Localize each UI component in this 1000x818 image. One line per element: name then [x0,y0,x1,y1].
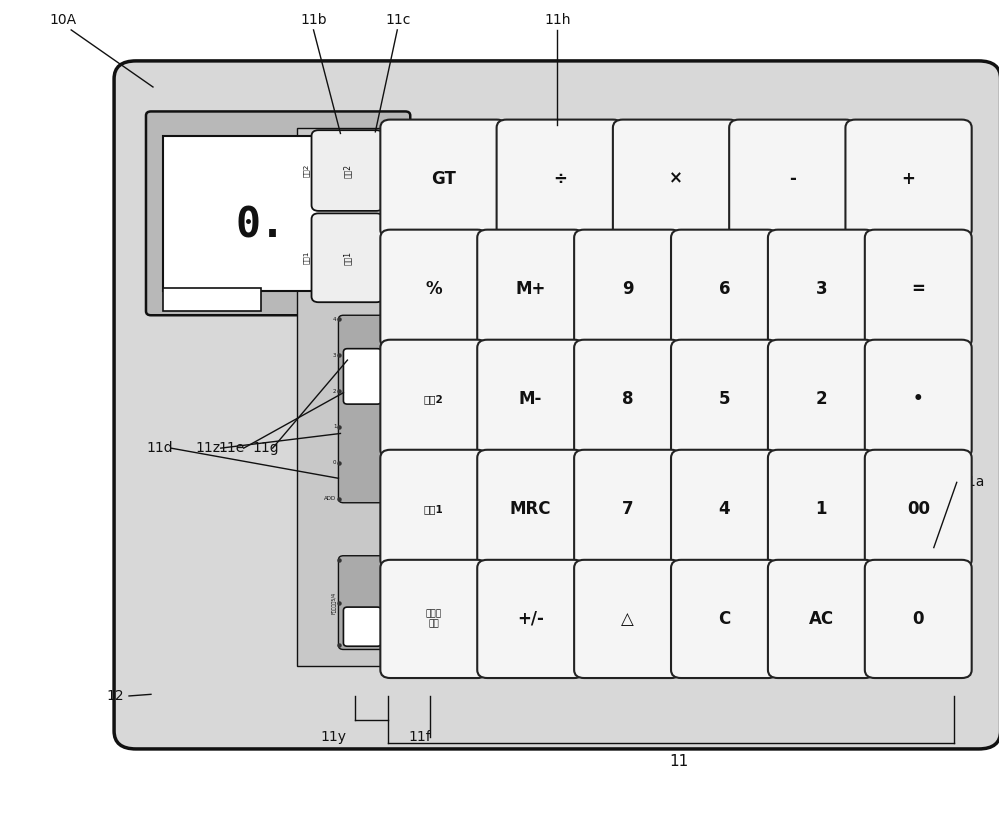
Text: 稅前1: 稅前1 [424,504,444,514]
Bar [163,136,382,290]
FancyBboxPatch shape [845,119,972,238]
Text: 4: 4 [333,317,336,321]
FancyBboxPatch shape [671,450,778,568]
FancyBboxPatch shape [477,339,584,458]
FancyBboxPatch shape [380,339,487,458]
Text: 11a: 11a [959,475,985,489]
FancyBboxPatch shape [865,339,972,458]
Text: 1: 1 [816,500,827,518]
Bar [163,289,261,311]
Text: AC: AC [809,610,834,628]
FancyBboxPatch shape [380,230,487,348]
Text: %: % [425,280,442,298]
FancyBboxPatch shape [768,450,875,568]
FancyBboxPatch shape [574,560,681,678]
FancyBboxPatch shape [671,230,778,348]
Text: 00: 00 [907,500,930,518]
FancyBboxPatch shape [312,213,383,302]
FancyBboxPatch shape [338,315,386,503]
Text: MRC: MRC [510,500,551,518]
FancyBboxPatch shape [671,560,778,678]
FancyBboxPatch shape [729,119,855,238]
Text: 11h: 11h [545,13,571,28]
Text: GT: GT [431,169,456,187]
FancyBboxPatch shape [312,130,383,211]
FancyBboxPatch shape [768,560,875,678]
Text: 7: 7 [622,500,633,518]
Text: 9: 9 [622,280,633,298]
FancyBboxPatch shape [380,119,507,238]
FancyBboxPatch shape [865,560,972,678]
Text: 4: 4 [719,500,730,518]
FancyBboxPatch shape [146,111,410,315]
Text: ÷: ÷ [553,169,567,187]
FancyBboxPatch shape [574,450,681,568]
FancyBboxPatch shape [343,348,381,404]
Bar [297,128,394,666]
FancyBboxPatch shape [768,339,875,458]
Text: 稅前2: 稅前2 [424,393,444,404]
Text: 12: 12 [106,689,124,703]
Text: 11f: 11f [408,730,431,744]
Text: ADD: ADD [324,497,336,501]
Text: 稅率2: 稅率2 [303,164,310,178]
FancyBboxPatch shape [613,119,739,238]
Text: 0: 0 [333,461,336,465]
Text: △: △ [621,610,634,628]
Text: ×: × [669,169,683,187]
Text: 3: 3 [816,280,827,298]
FancyBboxPatch shape [477,450,584,568]
FancyBboxPatch shape [338,555,386,649]
FancyBboxPatch shape [114,61,1000,749]
Text: M+: M+ [515,280,546,298]
Text: 2: 2 [333,389,336,393]
Text: =: = [911,280,925,298]
Text: C: C [718,610,731,628]
FancyBboxPatch shape [497,119,623,238]
Text: -: - [789,169,796,187]
FancyBboxPatch shape [865,230,972,348]
Text: 11d: 11d [146,441,173,455]
FancyBboxPatch shape [574,230,681,348]
Text: 0.: 0. [236,204,286,246]
FancyBboxPatch shape [865,450,972,568]
FancyBboxPatch shape [477,230,584,348]
Text: 稅率1: 稅率1 [303,251,310,264]
FancyBboxPatch shape [380,560,487,678]
Text: 稅後1: 稅後1 [343,251,352,265]
Text: 1: 1 [333,425,336,429]
Text: 11: 11 [670,753,689,769]
Text: 3: 3 [333,353,336,357]
Text: 11z: 11z [196,441,221,455]
Text: 6: 6 [719,280,730,298]
Text: 11c: 11c [385,13,411,28]
Text: 稅計算
合計: 稅計算 合計 [426,609,442,628]
FancyBboxPatch shape [380,450,487,568]
FancyBboxPatch shape [671,339,778,458]
Text: 2: 2 [816,390,827,408]
Text: 11e: 11e [219,441,245,455]
FancyBboxPatch shape [343,607,381,646]
Text: •: • [913,390,924,408]
Text: +/-: +/- [517,610,544,628]
FancyBboxPatch shape [768,230,875,348]
Text: +: + [902,169,915,187]
Text: 稅後2: 稅後2 [343,164,352,178]
Text: 11b: 11b [301,13,327,28]
Text: 11y: 11y [320,730,347,744]
Text: 10A: 10A [49,13,76,28]
Text: 11g: 11g [253,441,279,455]
Text: 5: 5 [719,390,730,408]
FancyBboxPatch shape [574,339,681,458]
Text: 0: 0 [913,610,924,628]
Text: 8: 8 [622,390,633,408]
Text: F舍去進位5/4: F舍去進位5/4 [331,591,336,614]
Text: M-: M- [519,390,542,408]
FancyBboxPatch shape [477,560,584,678]
Text: 稅率設定: 稅率設定 [383,308,390,326]
